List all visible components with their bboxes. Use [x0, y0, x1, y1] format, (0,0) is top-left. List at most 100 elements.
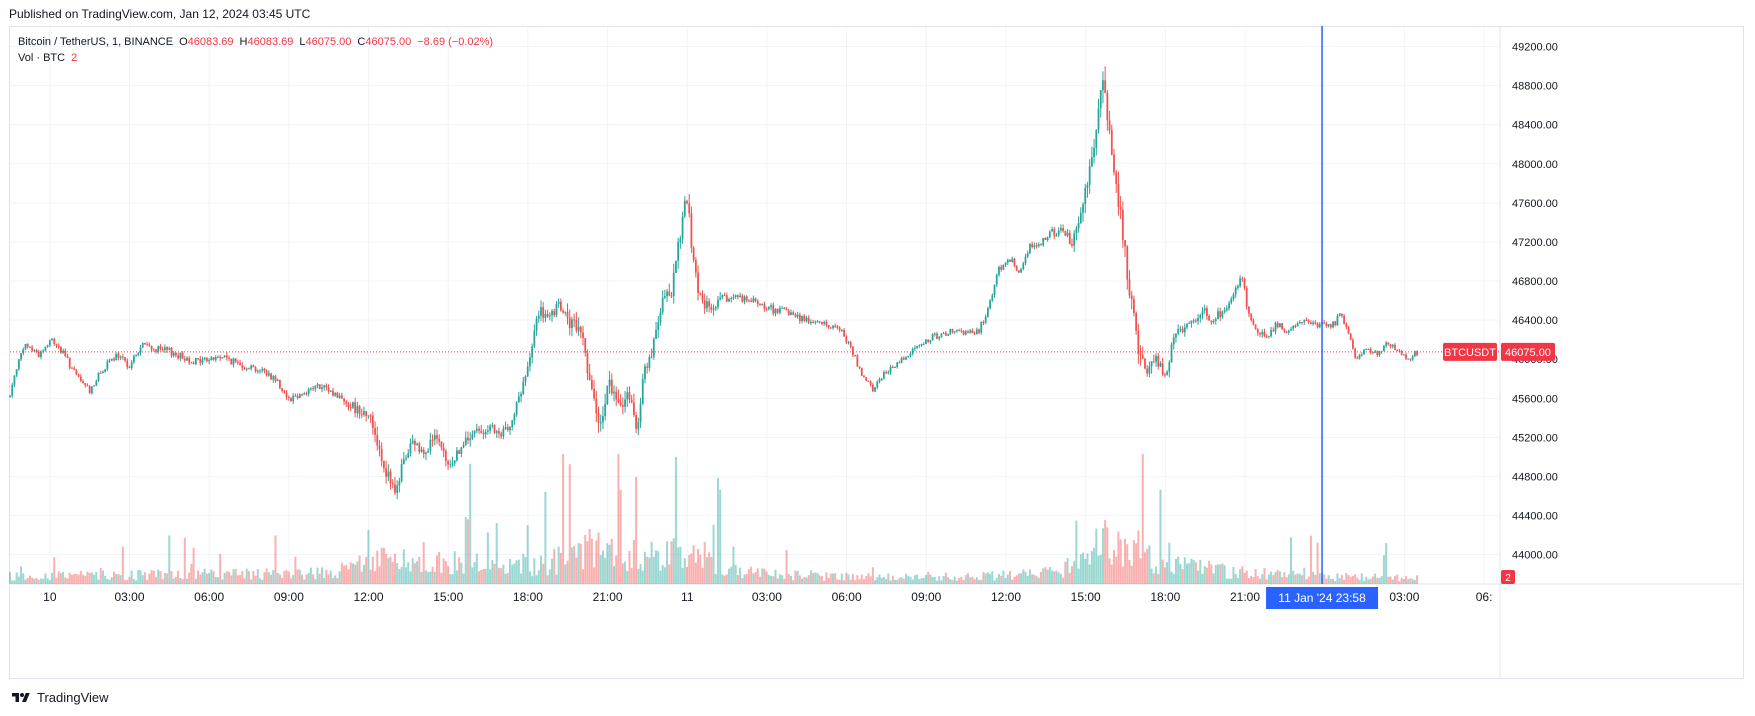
volume-bar: [739, 567, 742, 584]
candle-body: [1022, 263, 1025, 270]
candle-body: [1128, 279, 1131, 296]
candle-body: [425, 452, 427, 454]
volume-bar: [1305, 579, 1308, 584]
volume-bar: [354, 564, 357, 584]
volume-bar: [761, 568, 764, 584]
volume-bar: [639, 563, 642, 584]
candle-body: [199, 358, 202, 363]
candle-body: [206, 357, 208, 362]
volume-bar: [728, 568, 731, 584]
candle-body: [993, 284, 996, 296]
volume-bar: [194, 578, 197, 584]
volume-bar: [245, 568, 248, 584]
volume-bar: [787, 574, 790, 584]
volume-bar: [274, 535, 277, 584]
volume-bar: [1197, 570, 1200, 584]
volume-bar: [936, 580, 939, 584]
volume-bar: [1378, 577, 1381, 584]
volume-bar: [823, 580, 826, 584]
candle-body: [891, 366, 894, 368]
volume-bar: [832, 573, 835, 584]
volume-legend-label[interactable]: Vol · BTC: [18, 52, 66, 64]
candle-body: [818, 321, 821, 323]
volume-bar: [666, 541, 669, 584]
volume-bar: [345, 564, 348, 584]
candle-body: [374, 427, 376, 435]
legend-symbol[interactable]: Bitcoin / TetherUS, 1, BINANCE: [18, 36, 174, 48]
candle-body: [163, 347, 166, 351]
volume-bar: [1112, 549, 1115, 584]
volume-bar: [619, 489, 622, 584]
volume-bar: [413, 563, 416, 584]
price-axis[interactable]: 44000.00 44400.00 44800.00 45200.00 45600.00…: [1512, 42, 1558, 562]
volume-bar: [964, 575, 967, 584]
volume-bar: [484, 568, 487, 584]
candle-body: [59, 347, 62, 353]
volume-bar: [984, 573, 987, 584]
volume-bar: [601, 550, 604, 584]
candle-body: [84, 383, 87, 386]
volume-bar: [325, 569, 328, 584]
volume-bar: [929, 574, 932, 584]
volume-bar: [336, 578, 339, 584]
candle-body: [135, 354, 138, 356]
candle-body: [272, 376, 275, 380]
volume-bar: [542, 563, 545, 584]
volume-bar: [635, 476, 638, 584]
volume-bar: [891, 575, 894, 584]
volume-bar: [579, 543, 582, 584]
volume-bar: [316, 567, 319, 584]
volume-bar: [438, 551, 441, 584]
candle-body: [369, 415, 372, 417]
volume-badge-bg: [1501, 570, 1515, 584]
candle-body: [1110, 130, 1113, 155]
volume-bar: [765, 571, 768, 584]
chart-frame[interactable]: [9, 26, 1744, 679]
volume-bar: [938, 576, 941, 584]
candle-body: [102, 371, 104, 374]
candle-body: [181, 352, 184, 359]
footer-brand[interactable]: TradingView: [10, 690, 109, 705]
volume-bar: [424, 570, 427, 584]
candle-body: [144, 342, 146, 345]
volume-bar: [843, 580, 846, 584]
candle-body: [571, 319, 573, 329]
volume-bar: [1351, 575, 1354, 584]
candle-body: [557, 301, 560, 304]
volume-bar: [785, 549, 788, 584]
candle-body: [1013, 258, 1016, 266]
candle-body: [517, 396, 520, 403]
candle-body: [666, 291, 668, 297]
candle-body: [1046, 237, 1049, 240]
candle-body: [1088, 166, 1091, 185]
volume-bar: [1356, 577, 1359, 584]
volume-bar: [396, 563, 399, 584]
volume-bar: [243, 578, 246, 584]
volume-bar: [756, 568, 759, 584]
volume-bar: [1075, 520, 1078, 584]
candle-body: [683, 200, 686, 217]
time-axis[interactable]: 10 03:00 06:00 09:00 12:00 15:00 18:00 21:00 11 0…: [43, 590, 1492, 604]
volume-bar: [595, 540, 598, 584]
volume-bar: [882, 577, 885, 584]
candle-body: [911, 348, 914, 354]
candle-body: [933, 333, 936, 335]
candle-body: [1175, 333, 1177, 338]
candle-body: [336, 392, 339, 398]
candle-body: [754, 298, 757, 302]
volume-bar: [1243, 572, 1246, 584]
volume-bar: [692, 545, 695, 584]
volume-bar: [1214, 565, 1217, 584]
candle-body: [1270, 330, 1272, 337]
candle-body: [1343, 315, 1345, 324]
volume-bar: [1042, 568, 1045, 584]
candle-body: [263, 368, 266, 371]
candle-body: [358, 406, 361, 415]
candle-body: [93, 385, 95, 387]
candle-body: [405, 457, 407, 460]
volume-bar: [568, 464, 571, 584]
volume-bar: [1177, 556, 1180, 584]
volume-bar: [1124, 538, 1127, 584]
volume-bar: [99, 567, 102, 584]
